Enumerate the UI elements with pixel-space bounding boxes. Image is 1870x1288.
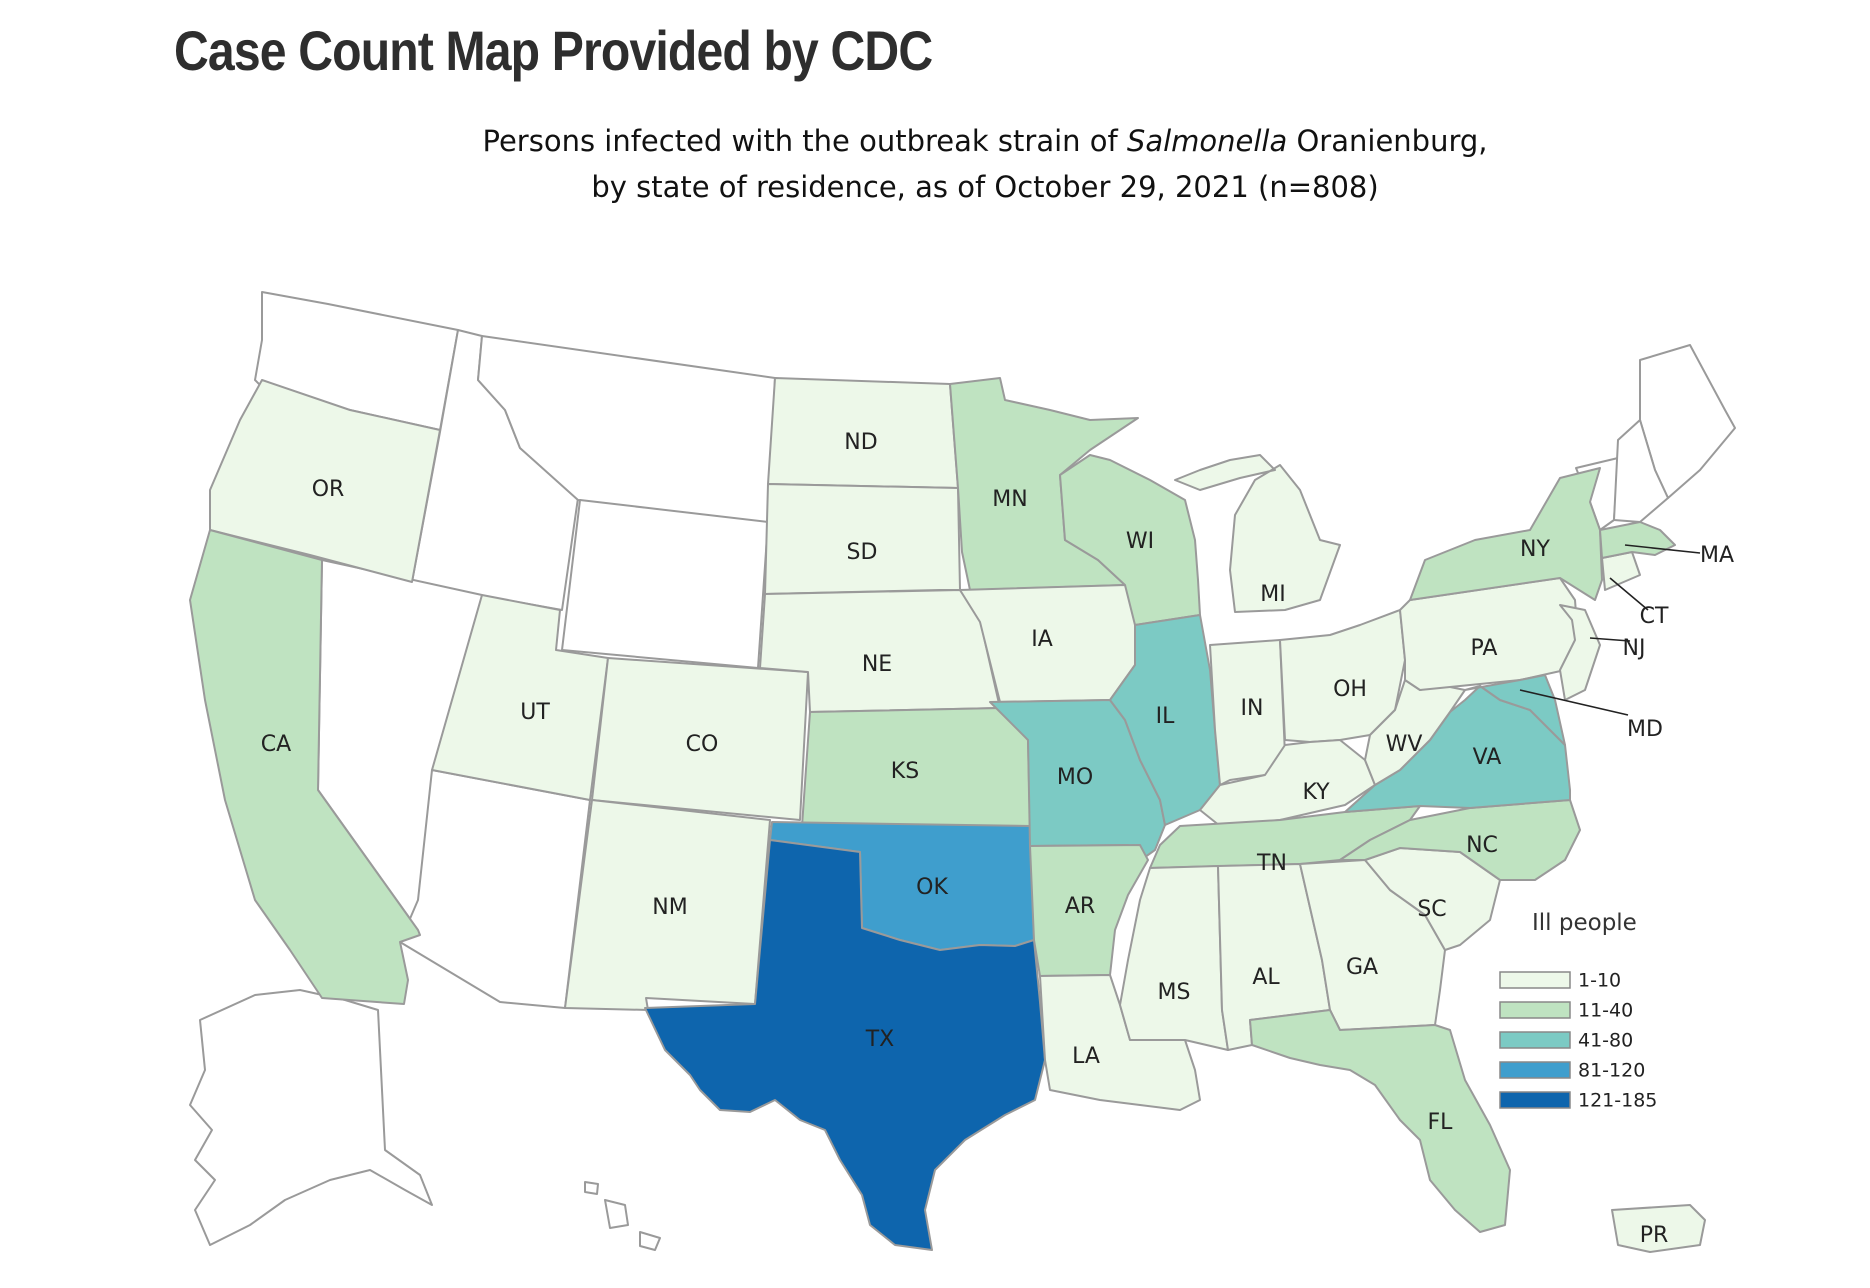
label-NE: NE: [862, 652, 892, 677]
state-MI: [1174, 454, 1341, 613]
label-LA: LA: [1072, 1044, 1100, 1069]
label-TX: TX: [865, 1027, 895, 1052]
state-FL: [1249, 1009, 1511, 1233]
label-NJ: NJ: [1623, 636, 1646, 661]
legend: Ill people 1-10 11-40 41-80 81-120 121-1…: [1499, 910, 1657, 1112]
label-CT: CT: [1640, 604, 1669, 629]
label-IL: IL: [1156, 704, 1175, 729]
legend-swatch: [1499, 1061, 1571, 1079]
state-NH: [1613, 419, 1669, 523]
map-title-line1: Persons infected with the outbreak strai…: [482, 124, 1488, 158]
label-ND: ND: [844, 430, 877, 455]
leader-NJ: [1589, 637, 1631, 642]
label-NC: NC: [1466, 833, 1498, 858]
state-WI: [1059, 454, 1201, 626]
label-CA: CA: [261, 732, 291, 757]
state-NY: [1409, 467, 1603, 601]
label-PR: PR: [1640, 1223, 1669, 1248]
legend-item-2: 11-40: [1499, 1000, 1633, 1022]
legend-label: 1-10: [1578, 970, 1621, 992]
states-no-cases: [189, 291, 1736, 1251]
states-with-cases: [189, 377, 1706, 1253]
state-CO: [591, 657, 809, 821]
label-MI: MI: [1260, 582, 1285, 607]
label-GA: GA: [1346, 955, 1378, 980]
label-AL: AL: [1252, 965, 1280, 990]
legend-label: 81-120: [1578, 1060, 1645, 1082]
state-HI: [584, 1181, 661, 1251]
legend-label: 11-40: [1578, 1000, 1633, 1022]
label-PA: PA: [1471, 636, 1498, 661]
state-IL: [1109, 614, 1221, 826]
label-SC: SC: [1417, 897, 1446, 922]
label-OK: OK: [916, 875, 948, 900]
leader-MD: [1519, 689, 1629, 716]
legend-label: 121-185: [1578, 1090, 1657, 1112]
state-PR: [1611, 1204, 1706, 1253]
label-FL: FL: [1428, 1110, 1454, 1135]
label-MS: MS: [1158, 980, 1191, 1005]
legend-item-1: 1-10: [1499, 970, 1621, 992]
callout-leaders: [1519, 544, 1701, 716]
state-SD: [764, 483, 961, 595]
label-TN: TN: [1256, 851, 1287, 876]
state-AZ: [399, 769, 591, 1009]
label-OR: OR: [312, 477, 345, 502]
state-OR: [209, 379, 441, 583]
label-NY: NY: [1520, 537, 1550, 562]
label-OH: OH: [1333, 677, 1367, 702]
legend-item-5: 121-185: [1499, 1090, 1657, 1112]
map-title-line2: by state of residence, as of October 29,…: [591, 170, 1379, 204]
legend-swatch: [1499, 1001, 1571, 1019]
state-MD: [1464, 674, 1566, 746]
label-IN: IN: [1241, 696, 1264, 721]
state-TX: [644, 839, 1046, 1251]
label-IA: IA: [1031, 627, 1053, 652]
legend-swatch: [1499, 971, 1571, 989]
legend-label: 41-80: [1578, 1030, 1633, 1052]
label-VA: VA: [1473, 745, 1502, 770]
label-NM: NM: [652, 895, 687, 920]
label-WI: WI: [1126, 529, 1154, 554]
legend-item-3: 41-80: [1499, 1030, 1633, 1052]
state-AR: [1029, 844, 1149, 977]
label-MA: MA: [1700, 543, 1734, 568]
label-MD: MD: [1627, 717, 1663, 742]
state-WY: [561, 499, 769, 669]
label-SD: SD: [847, 540, 878, 565]
label-KS: KS: [891, 759, 919, 784]
label-UT: UT: [520, 700, 550, 725]
state-NM: [564, 799, 771, 1011]
leader-CT: [1609, 577, 1649, 611]
state-MS: [1119, 865, 1229, 1051]
legend-title: Ill people: [1532, 910, 1637, 936]
label-MN: MN: [992, 487, 1027, 512]
legend-swatch: [1499, 1091, 1571, 1109]
page-heading: Case Count Map Provided by CDC: [174, 19, 933, 82]
label-AR: AR: [1065, 894, 1095, 919]
leader-MA: [1624, 544, 1701, 554]
state-labels: OR CA UT CO NM ND SD NE KS OK TX MN IA M…: [261, 430, 1734, 1248]
legend-swatch: [1499, 1031, 1571, 1049]
label-WV: WV: [1386, 732, 1423, 757]
state-MA: [1599, 521, 1676, 559]
legend-item-4: 81-120: [1499, 1060, 1645, 1082]
state-AK: [189, 989, 433, 1246]
label-CO: CO: [686, 732, 719, 757]
label-KY: KY: [1302, 780, 1330, 805]
state-CA: [189, 529, 421, 1005]
label-MO: MO: [1057, 765, 1093, 790]
state-NC: [1339, 799, 1581, 881]
